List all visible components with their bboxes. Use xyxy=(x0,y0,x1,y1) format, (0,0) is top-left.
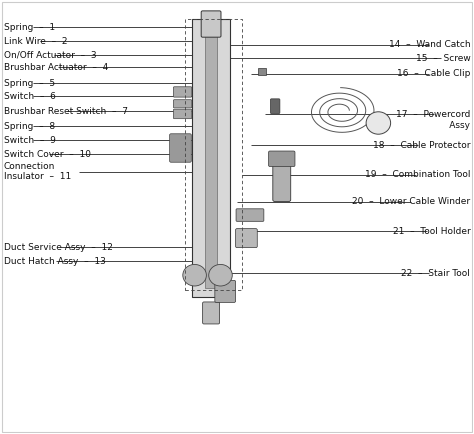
FancyBboxPatch shape xyxy=(236,209,264,221)
Text: 14  –  Wand Catch: 14 – Wand Catch xyxy=(389,40,470,49)
Circle shape xyxy=(366,112,391,134)
Text: 20  –  Lower Cable Winder: 20 – Lower Cable Winder xyxy=(352,197,470,207)
Text: Brushbar Actuator  –  4: Brushbar Actuator – 4 xyxy=(4,63,108,72)
FancyBboxPatch shape xyxy=(269,151,295,167)
Text: Switch  –  6: Switch – 6 xyxy=(4,92,55,101)
Text: Spring  –  5: Spring – 5 xyxy=(4,79,55,88)
Text: Assy: Assy xyxy=(432,121,470,130)
Bar xyxy=(205,27,217,288)
FancyBboxPatch shape xyxy=(273,157,291,201)
Text: Switch  –  9: Switch – 9 xyxy=(4,136,55,145)
Text: 16  –  Cable Clip: 16 – Cable Clip xyxy=(397,69,470,78)
FancyBboxPatch shape xyxy=(170,134,191,162)
Text: Brushbar Reset Switch  –  7: Brushbar Reset Switch – 7 xyxy=(4,107,128,116)
Text: Switch Cover  –  10: Switch Cover – 10 xyxy=(4,150,91,159)
Circle shape xyxy=(209,264,232,286)
FancyBboxPatch shape xyxy=(173,109,192,118)
Text: 15  –  Screw: 15 – Screw xyxy=(416,54,470,63)
Text: 21  –  Tool Holder: 21 – Tool Holder xyxy=(392,227,470,236)
FancyBboxPatch shape xyxy=(202,302,219,324)
Text: On/Off Actuator  –  3: On/Off Actuator – 3 xyxy=(4,50,96,59)
FancyBboxPatch shape xyxy=(215,280,236,302)
Bar xyxy=(185,19,242,290)
Text: Duct Service Assy  –  12: Duct Service Assy – 12 xyxy=(4,243,113,252)
Text: Link Wire  –  2: Link Wire – 2 xyxy=(4,36,67,46)
FancyBboxPatch shape xyxy=(271,99,280,114)
FancyBboxPatch shape xyxy=(173,87,192,97)
Circle shape xyxy=(183,264,206,286)
Text: 19  –  Combination Tool: 19 – Combination Tool xyxy=(365,170,470,179)
Text: Spring  –  1: Spring – 1 xyxy=(4,23,55,32)
Bar xyxy=(192,19,230,297)
Text: Spring  –  8: Spring – 8 xyxy=(4,122,55,131)
FancyBboxPatch shape xyxy=(236,229,257,248)
FancyBboxPatch shape xyxy=(201,11,221,37)
Bar xyxy=(258,68,266,75)
Text: Duct Hatch Assy  –  13: Duct Hatch Assy – 13 xyxy=(4,257,106,266)
Text: 17  –  Powercord: 17 – Powercord xyxy=(396,110,470,119)
Text: Insulator  –  11: Insulator – 11 xyxy=(4,171,71,181)
Text: 18  –  Cable Protector: 18 – Cable Protector xyxy=(373,141,470,150)
Text: Connection: Connection xyxy=(4,161,55,171)
Text: 22  –  Stair Tool: 22 – Stair Tool xyxy=(401,269,470,278)
FancyBboxPatch shape xyxy=(173,100,192,108)
